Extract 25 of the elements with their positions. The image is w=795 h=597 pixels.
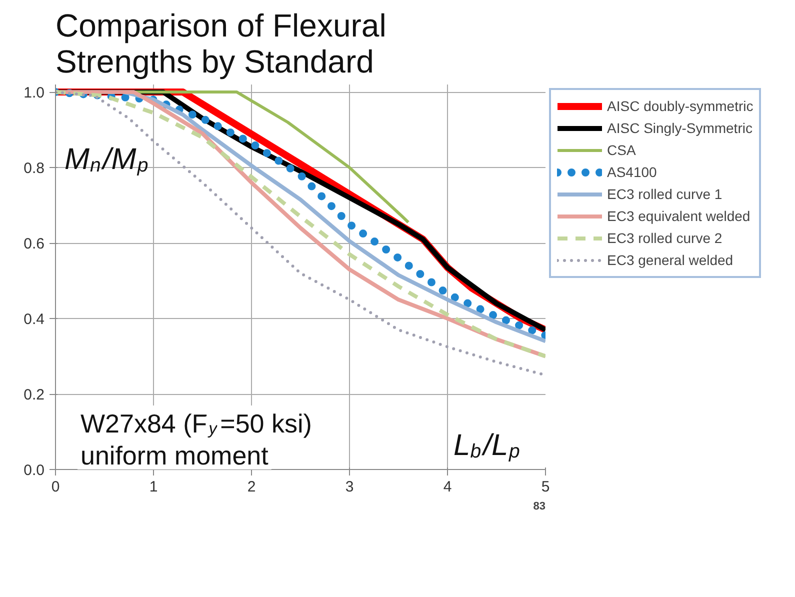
legend-label: AISC Singly-Symmetric bbox=[607, 120, 752, 136]
y-tick-label: 0.0 bbox=[24, 462, 45, 479]
y-axis-title: Mn/Mp bbox=[64, 143, 148, 176]
y-tick-label: 0.6 bbox=[24, 236, 45, 253]
annotation: W27x84 (Fy=50 ksi) uniform moment bbox=[80, 408, 312, 470]
legend-label: EC3 equivalent welded bbox=[607, 208, 750, 224]
x-axis-title: Lb/Lp bbox=[454, 429, 520, 462]
legend-label: EC3 rolled curve 2 bbox=[607, 230, 722, 246]
x-tick-label: 2 bbox=[247, 478, 256, 496]
y-tick-label: 1.0 bbox=[24, 84, 45, 102]
text: 83 bbox=[533, 500, 546, 512]
legend-label: AISC doubly-symmetric bbox=[607, 98, 754, 114]
legend-label: EC3 rolled curve 1 bbox=[607, 186, 722, 202]
x-tick-label: 0 bbox=[51, 478, 60, 496]
y-tick-label: 0.2 bbox=[24, 386, 45, 404]
x-tick-label: 3 bbox=[345, 478, 354, 496]
legend-label: EC3 general welded bbox=[607, 252, 734, 268]
x-tick-label: 5 bbox=[541, 478, 550, 496]
y-tick-label: 0.8 bbox=[24, 160, 45, 178]
y-tick-label: 0.4 bbox=[24, 311, 45, 328]
legend-label: CSA bbox=[607, 142, 636, 158]
chart-title: Comparison of Flexural Strengths by Standard bbox=[56, 8, 386, 80]
x-tick-label: 4 bbox=[443, 478, 452, 496]
x-tick-label: 1 bbox=[149, 478, 158, 496]
legend-label: AS4100 bbox=[607, 164, 657, 180]
